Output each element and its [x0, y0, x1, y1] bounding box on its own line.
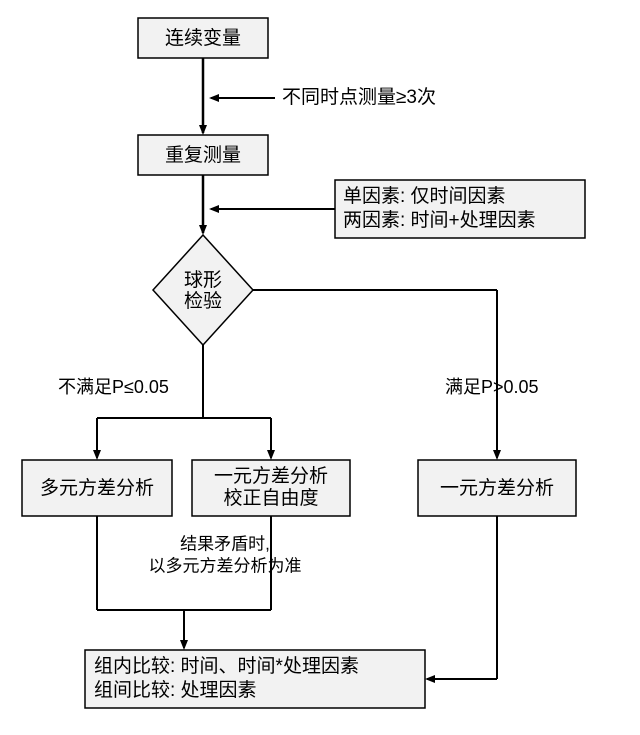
diamond-line-2: 检验: [184, 290, 222, 312]
node-label: 连续变量: [165, 27, 241, 49]
node-comparison-result: 组内比较: 时间、时间*处理因素 组间比较: 处理因素: [85, 650, 425, 708]
edge-left-branch: [97, 345, 271, 458]
flowchart-canvas: 连续变量 不同时点测量≥3次 重复测量 单因素: 仅时间因素 两因素: 时间+处…: [0, 0, 640, 735]
diamond-line-1: 球形: [184, 269, 222, 291]
factor-line-2: 两因素: 时间+处理因素: [343, 209, 536, 231]
edge-right-branch: [253, 290, 497, 458]
node-label: 重复测量: [165, 144, 241, 166]
node-line-1: 一元方差分析: [214, 465, 328, 487]
node-multivariate-anova: 多元方差分析: [22, 460, 172, 516]
annotation-measure-times: 不同时点测量≥3次: [282, 86, 436, 108]
annotation-not-satisfied: 不满足P≤0.05: [58, 377, 169, 397]
node-label: 多元方差分析: [40, 477, 154, 499]
node-repeated-measure: 重复测量: [138, 135, 268, 175]
svg-text:结果矛盾时,: 结果矛盾时,: [180, 534, 270, 553]
node-univariate-anova: 一元方差分析: [418, 460, 576, 516]
annotation-satisfied: 满足P>0.05: [445, 377, 539, 397]
svg-text:以多元方差分析为准: 以多元方差分析为准: [149, 556, 302, 575]
node-label: 一元方差分析: [440, 477, 554, 499]
node-sphericity-test: 球形 检验: [153, 235, 253, 345]
node-factor-info: 单因素: 仅时间因素 两因素: 时间+处理因素: [335, 180, 585, 238]
node-line-2: 校正自由度: [223, 487, 318, 509]
node-continuous-variable: 连续变量: [138, 18, 268, 58]
result-line-1: 组内比较: 时间、时间*处理因素: [94, 655, 359, 677]
edge-n7-n8: [427, 516, 497, 679]
node-univariate-corrected: 一元方差分析 校正自由度: [192, 460, 350, 516]
result-line-2: 组间比较: 处理因素: [94, 679, 257, 701]
factor-line-1: 单因素: 仅时间因素: [343, 185, 506, 207]
annotation-conflict-note: 结果矛盾时, 以多元方差分析为准: [149, 534, 302, 575]
